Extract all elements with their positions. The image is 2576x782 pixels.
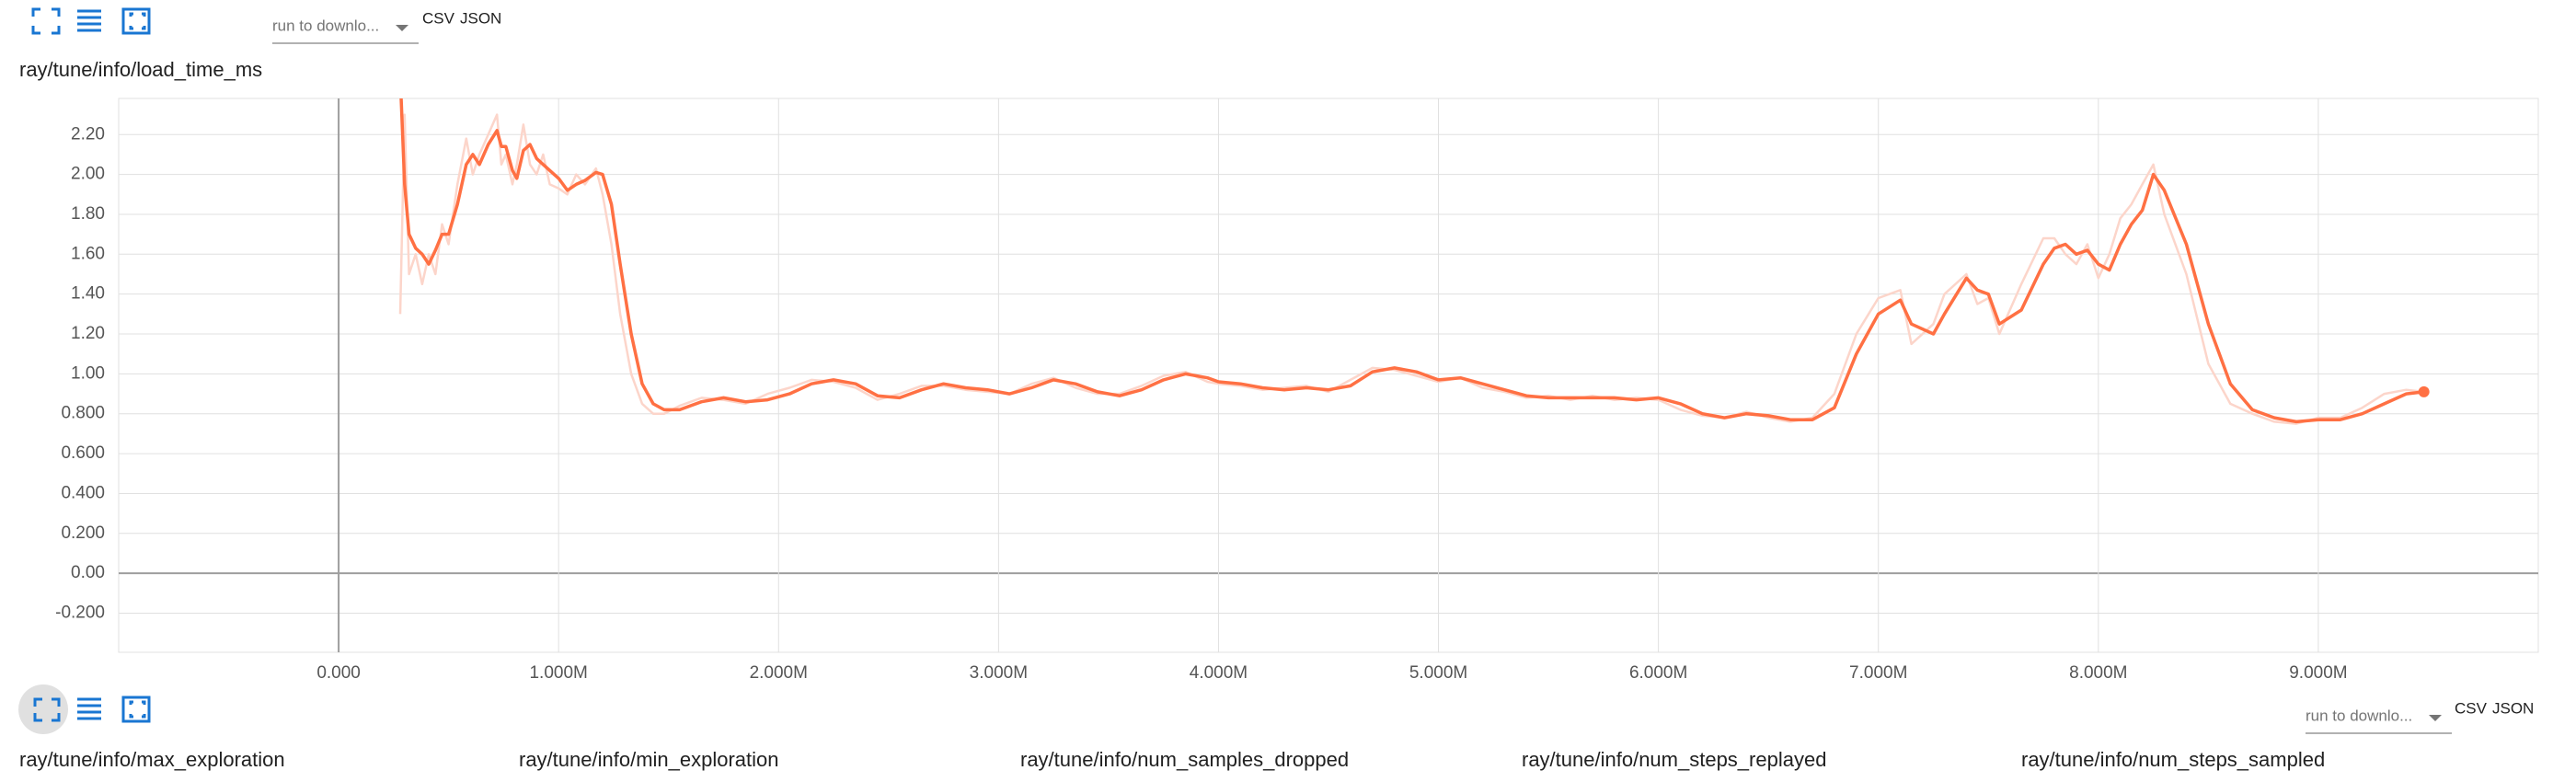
y-tick-label: 1.40 [71, 284, 105, 304]
y-tick-label: 1.80 [71, 204, 105, 224]
selected-highlight [18, 684, 68, 734]
last-point [2418, 385, 2430, 397]
list-button[interactable] [77, 9, 101, 32]
y-tick-label: 1.00 [71, 363, 105, 383]
x-tick-label: 3.000M [970, 663, 1028, 683]
y-tick-label: 0.400 [61, 483, 105, 502]
x-tick-label: 4.000M [1190, 663, 1248, 683]
grid [119, 98, 2538, 652]
x-tick-label: 9.000M [2289, 663, 2347, 683]
plot-lines [398, 98, 2430, 425]
dropdown-arrow [2429, 715, 2442, 721]
x-tick-label: 6.000M [1629, 663, 1687, 683]
y-tick-label: 0.00 [71, 563, 105, 582]
run-dropdown[interactable]: run to downlo... [2306, 707, 2412, 724]
json-link[interactable]: JSON [460, 9, 501, 27]
card-title: ray/tune/info/min_exploration [519, 748, 779, 771]
fullscreen-button[interactable] [31, 7, 61, 35]
y-tick-label: 0.800 [61, 404, 105, 423]
x-tick-label: 2.000M [750, 663, 808, 683]
csv-link[interactable]: CSV [422, 9, 455, 27]
x-tick-label: 5.000M [1409, 663, 1467, 683]
dropdown-arrow [396, 25, 408, 31]
y-tick-label: 0.600 [61, 443, 105, 463]
card-title: ray/tune/info/num_steps_replayed [1522, 748, 1826, 771]
smoothed-line [399, 98, 2424, 424]
run-dropdown[interactable]: run to downlo... [272, 17, 379, 34]
card-title: ray/tune/info/max_exploration [19, 748, 285, 771]
y-tick-label: 2.00 [71, 165, 105, 184]
json-link[interactable]: JSON [2492, 699, 2534, 717]
csv-link[interactable]: CSV [2455, 699, 2488, 717]
list-button[interactable] [77, 697, 101, 720]
fit-button[interactable] [121, 696, 151, 723]
y-tick-label: 1.60 [71, 244, 105, 263]
x-tick-label: 1.000M [529, 663, 587, 683]
y-tick-label: -0.200 [55, 604, 105, 623]
x-tick-label: 7.000M [1849, 663, 1907, 683]
card-title: ray/tune/info/num_steps_sampled [2021, 748, 2325, 771]
y-tick-label: 2.20 [71, 124, 105, 144]
raw-line [398, 113, 2424, 425]
x-tick-label: 0.000 [316, 663, 361, 683]
fullscreen-button[interactable] [33, 697, 61, 722]
plot-frame [118, 98, 2539, 653]
fit-button[interactable] [121, 7, 151, 35]
y-tick-label: 0.200 [61, 523, 105, 543]
y-tick-label: 1.20 [71, 324, 105, 343]
x-tick-label: 8.000M [2069, 663, 2127, 683]
chart-title: ray/tune/info/load_time_ms [19, 58, 262, 81]
card-title: ray/tune/info/num_samples_dropped [1020, 748, 1349, 771]
